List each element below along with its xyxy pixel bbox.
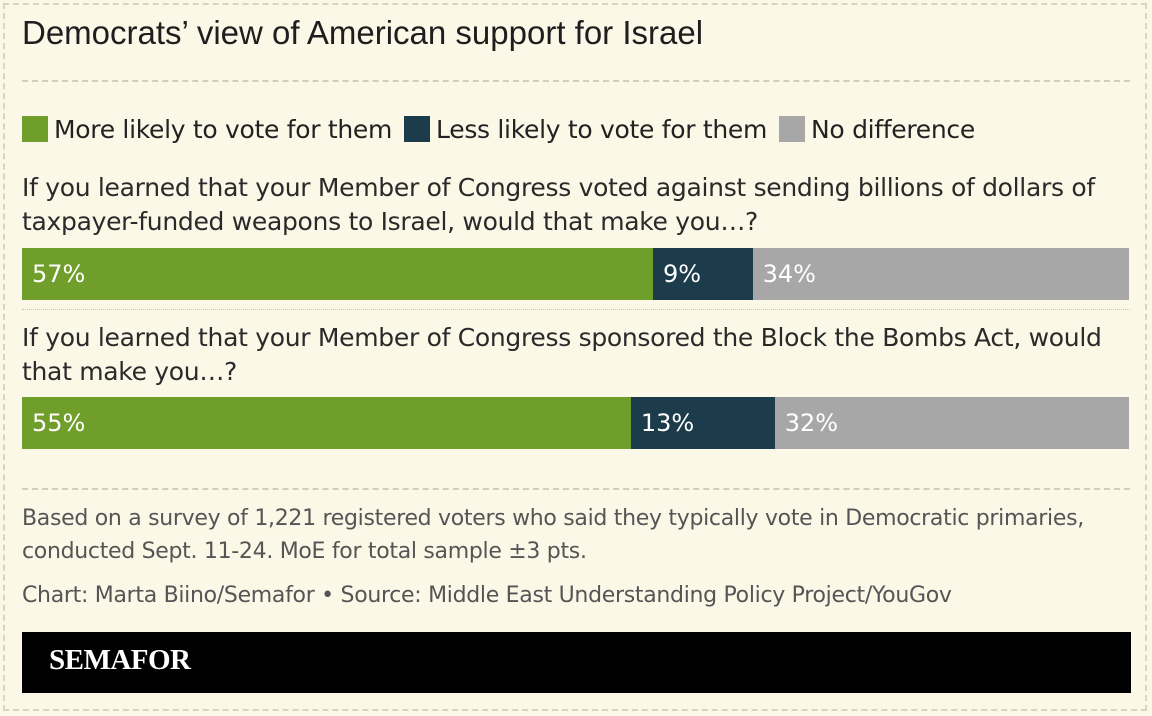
semafor-logo: SEMAFOR <box>49 644 191 676</box>
survey-note: Based on a survey of 1,221 registered vo… <box>22 506 1084 564</box>
legend-label-less-likely: Less likely to vote for them <box>436 114 768 144</box>
data-label: 57% <box>32 260 86 288</box>
legend-label-no-difference: No difference <box>811 114 975 144</box>
brand-bar: SEMAFOR <box>22 632 1131 693</box>
data-label: 32% <box>784 409 839 437</box>
legend-item-less-likely: Less likely to vote for them <box>404 115 767 144</box>
source-credit: Chart: Marta Biino/Semafor • Source: Mid… <box>22 583 952 608</box>
legend-item-no-difference: No difference <box>779 115 975 144</box>
legend-item-more-likely: More likely to vote for them <box>22 115 392 144</box>
data-label: 55% <box>32 409 86 437</box>
legend: More likely to vote for them Less likely… <box>22 112 987 146</box>
bar-segment-more-likely: 57% <box>22 248 653 300</box>
bar-segment-more-likely: 55% <box>22 397 631 449</box>
legend-swatch-less-likely <box>404 116 431 142</box>
legend-swatch-more-likely <box>22 116 48 142</box>
question-2: If you learned that your Member of Congr… <box>22 323 1102 386</box>
question-divider <box>22 309 1130 310</box>
notes-divider <box>22 488 1130 490</box>
data-label: 9% <box>662 260 702 288</box>
title-divider <box>22 80 1130 82</box>
bar-segment-less-likely: 13% <box>630 397 775 449</box>
stacked-bar-1: 57% 9% 34% <box>22 248 1129 300</box>
chart-title: Democrats’ view of American support for … <box>22 14 704 51</box>
data-label: 34% <box>762 260 816 288</box>
data-label: 13% <box>640 409 695 437</box>
legend-label-more-likely: More likely to vote for them <box>54 114 393 144</box>
legend-swatch-no-difference <box>779 116 806 142</box>
bar-segment-no-difference: 34% <box>752 248 1129 300</box>
chart-frame <box>3 3 1147 711</box>
question-1: If you learned that your Member of Congr… <box>22 173 1095 236</box>
bar-segment-no-difference: 32% <box>774 397 1129 449</box>
stacked-bar-2: 55% 13% 32% <box>22 397 1129 449</box>
bar-segment-less-likely: 9% <box>652 248 753 300</box>
